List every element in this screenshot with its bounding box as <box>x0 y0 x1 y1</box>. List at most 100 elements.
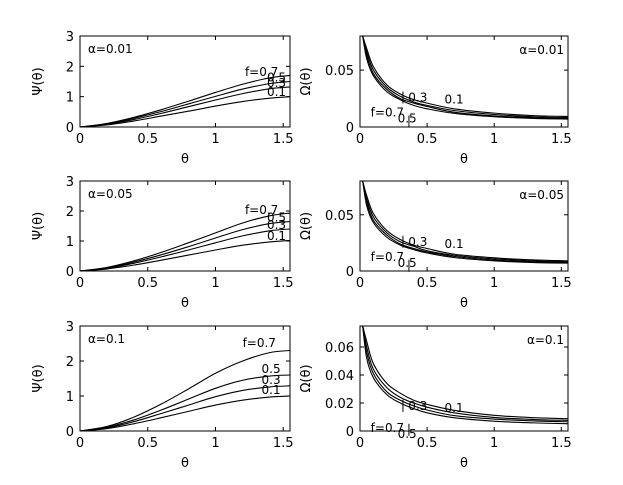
y-axis-label: Ψ(θ) <box>31 67 46 95</box>
x-axis-label: θ <box>181 456 189 471</box>
series-annotation: 0.5 <box>398 427 417 441</box>
y-tick-label: 0 <box>346 265 354 280</box>
series-line <box>362 180 569 264</box>
x-tick-label: 0.5 <box>137 436 158 451</box>
panel-title: α=0.05 <box>519 188 564 202</box>
series-annotation: 0.3 <box>408 90 427 104</box>
series-line <box>79 228 291 272</box>
panel-5: 0 0.5 1 1.500.020.040.06θΩ(θ)α=0.1f=0.70.50… <box>299 325 572 471</box>
x-tick-label: 0.5 <box>417 276 438 291</box>
x-tick-label: 1.5 <box>273 436 294 451</box>
x-tick-label: 0 <box>356 436 364 451</box>
series-line <box>362 35 569 120</box>
x-tick-label: 1 <box>490 436 498 451</box>
series-annotation: 0.5 <box>267 71 286 85</box>
series-annotation: 0.5 <box>262 362 281 376</box>
panel-title: α=0.1 <box>527 333 564 347</box>
x-axis-label: θ <box>460 152 468 167</box>
series-annotation: 0.3 <box>408 235 427 249</box>
series-line <box>362 180 569 263</box>
y-tick-label: 3 <box>66 175 74 190</box>
plot-frame <box>79 325 291 432</box>
y-tick-label: 0.02 <box>325 397 354 412</box>
x-tick-label: 1 <box>211 132 219 147</box>
y-tick-label: 0 <box>66 265 74 280</box>
x-tick-label: 1.5 <box>551 276 572 291</box>
y-tick-label: 2 <box>66 60 74 75</box>
series-annotation: 0.3 <box>262 373 281 387</box>
x-tick-label: 1 <box>490 276 498 291</box>
series-line <box>79 385 291 432</box>
x-axis-label: θ <box>460 296 468 311</box>
series-line <box>79 395 291 432</box>
x-tick-label: 0 <box>76 436 84 451</box>
series-annotation: f=0.7 <box>245 203 278 217</box>
series-line <box>362 180 569 262</box>
x-tick-label: 1 <box>211 276 219 291</box>
x-tick-label: 0.5 <box>137 276 158 291</box>
series-annotation: f=0.7 <box>371 105 404 119</box>
series-annotation: 0.1 <box>445 237 464 251</box>
x-tick-label: 0.5 <box>417 132 438 147</box>
y-axis-label: Ω(θ) <box>299 67 314 95</box>
y-tick-label: 0.05 <box>325 64 354 79</box>
series-annotation: 0.1 <box>267 85 286 99</box>
plot-frame <box>359 180 569 272</box>
y-axis-label: Ω(θ) <box>299 212 314 240</box>
x-tick-label: 0.5 <box>137 132 158 147</box>
series-line <box>79 80 291 128</box>
series-annotation: 0.5 <box>398 256 417 270</box>
panel-title: α=0.05 <box>88 187 133 201</box>
series-line <box>362 35 569 119</box>
plot-frame <box>79 180 291 272</box>
y-axis-label: Ψ(θ) <box>31 364 46 392</box>
series-line <box>362 180 569 263</box>
x-tick-label: 1.5 <box>273 276 294 291</box>
series-annotation: f=0.7 <box>245 65 278 79</box>
series-line <box>79 212 291 272</box>
series-annotation: f=0.7 <box>371 421 404 435</box>
series-line <box>79 220 291 272</box>
panel-title: α=0.01 <box>88 42 133 56</box>
series-annotation: 0.1 <box>445 401 464 415</box>
series-annotation: 0.3 <box>408 399 427 413</box>
series-line <box>362 35 569 120</box>
series-line <box>362 325 569 421</box>
x-tick-label: 0.5 <box>417 436 438 451</box>
series-annotation: 0.5 <box>398 111 417 125</box>
x-tick-label: 1.5 <box>273 132 294 147</box>
x-tick-label: 0 <box>76 132 84 147</box>
y-tick-label: 3 <box>66 320 74 335</box>
series-line <box>79 74 291 128</box>
y-tick-label: 1 <box>66 91 74 106</box>
y-axis-label: Ω(θ) <box>299 364 314 392</box>
series-line <box>362 325 569 423</box>
y-tick-label: 2 <box>66 355 74 370</box>
series-annotation: 0.3 <box>267 76 286 90</box>
x-axis-label: θ <box>181 296 189 311</box>
y-tick-label: 0 <box>66 121 74 136</box>
x-tick-label: 0 <box>356 132 364 147</box>
y-tick-label: 2 <box>66 205 74 220</box>
series-line <box>79 349 291 432</box>
series-annotation: 0.1 <box>267 229 286 243</box>
series-line <box>79 86 291 128</box>
y-tick-label: 1 <box>66 235 74 250</box>
y-tick-label: 0 <box>346 121 354 136</box>
series-line <box>362 325 569 425</box>
series-line <box>79 96 291 128</box>
x-axis-label: θ <box>460 456 468 471</box>
x-tick-label: 0 <box>356 276 364 291</box>
series-annotation: f=0.7 <box>243 336 276 350</box>
y-tick-label: 1 <box>66 390 74 405</box>
series-annotation: 0.1 <box>445 92 464 106</box>
y-tick-label: 0.04 <box>325 369 354 384</box>
plot-frame <box>359 325 569 432</box>
series-annotation: 0.3 <box>267 218 286 232</box>
y-axis-label: Ψ(θ) <box>31 212 46 240</box>
x-tick-label: 1.5 <box>551 436 572 451</box>
